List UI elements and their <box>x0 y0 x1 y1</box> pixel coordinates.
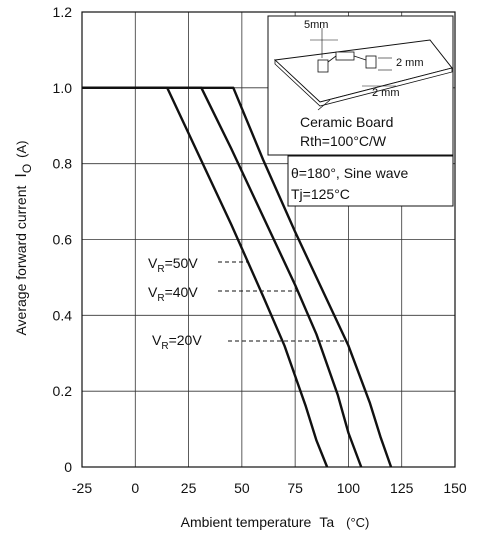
pad-right <box>365 55 377 69</box>
curve-vr-40v <box>82 86 363 468</box>
board-trace <box>353 55 367 61</box>
y-tick-label: 0.2 <box>53 383 73 399</box>
curve-vr-20v <box>82 86 393 468</box>
curve-vr-50v <box>82 86 329 468</box>
board-edge <box>274 59 453 107</box>
y-tick-label: 1.2 <box>53 4 73 20</box>
x-tick-label: 150 <box>443 480 467 496</box>
plot-frame <box>81 11 456 468</box>
condition-tj: Tj=125°C <box>291 186 350 202</box>
dim-2mm-a: 2 mm <box>396 57 424 69</box>
x-tick-label: 100 <box>337 480 361 496</box>
pad-left <box>317 59 329 73</box>
component <box>335 51 355 61</box>
conditions-box: θ=180°, Sine wave Tj=125°C <box>287 155 454 207</box>
series-label-40v: VR=40V <box>148 284 198 304</box>
board-leader <box>317 99 331 111</box>
y-tick-label: 0.8 <box>53 156 73 172</box>
x-axis-label: Ambient temperature Ta (°C) <box>181 514 370 530</box>
board-trace <box>327 55 337 63</box>
y-axis-label: Average forward currentIO(A) <box>13 140 34 335</box>
x-tick-label: 50 <box>234 480 250 496</box>
board-inset: 5mm 2 mm 2 mm Ceramic Board Rth=100°C/W <box>267 15 454 156</box>
condition-waveform: θ=180°, Sine wave <box>291 165 409 181</box>
y-tick-label: 0.6 <box>53 232 73 248</box>
y-tick-label: 1.0 <box>53 80 73 96</box>
y-tick-label: 0 <box>64 459 72 475</box>
x-tick-label: 25 <box>181 480 197 496</box>
board-rth: Rth=100°C/W <box>300 133 387 149</box>
x-tick-label: 125 <box>390 480 414 496</box>
dim-2mm-b: 2 mm <box>372 87 400 99</box>
series-label-50v: VR=50V <box>148 255 198 275</box>
dim-5mm: 5mm <box>304 19 328 31</box>
x-tick-label: 75 <box>287 480 303 496</box>
x-tick-label: -25 <box>72 480 92 496</box>
y-tick-label: 0.4 <box>53 307 73 323</box>
conditions-frame <box>287 155 454 207</box>
series-label-20v: VR=20V <box>152 332 202 352</box>
series-curves <box>82 86 393 468</box>
x-tick-label: 0 <box>131 480 139 496</box>
series-leader-lines <box>218 261 347 342</box>
board-label: Ceramic Board <box>300 114 393 130</box>
